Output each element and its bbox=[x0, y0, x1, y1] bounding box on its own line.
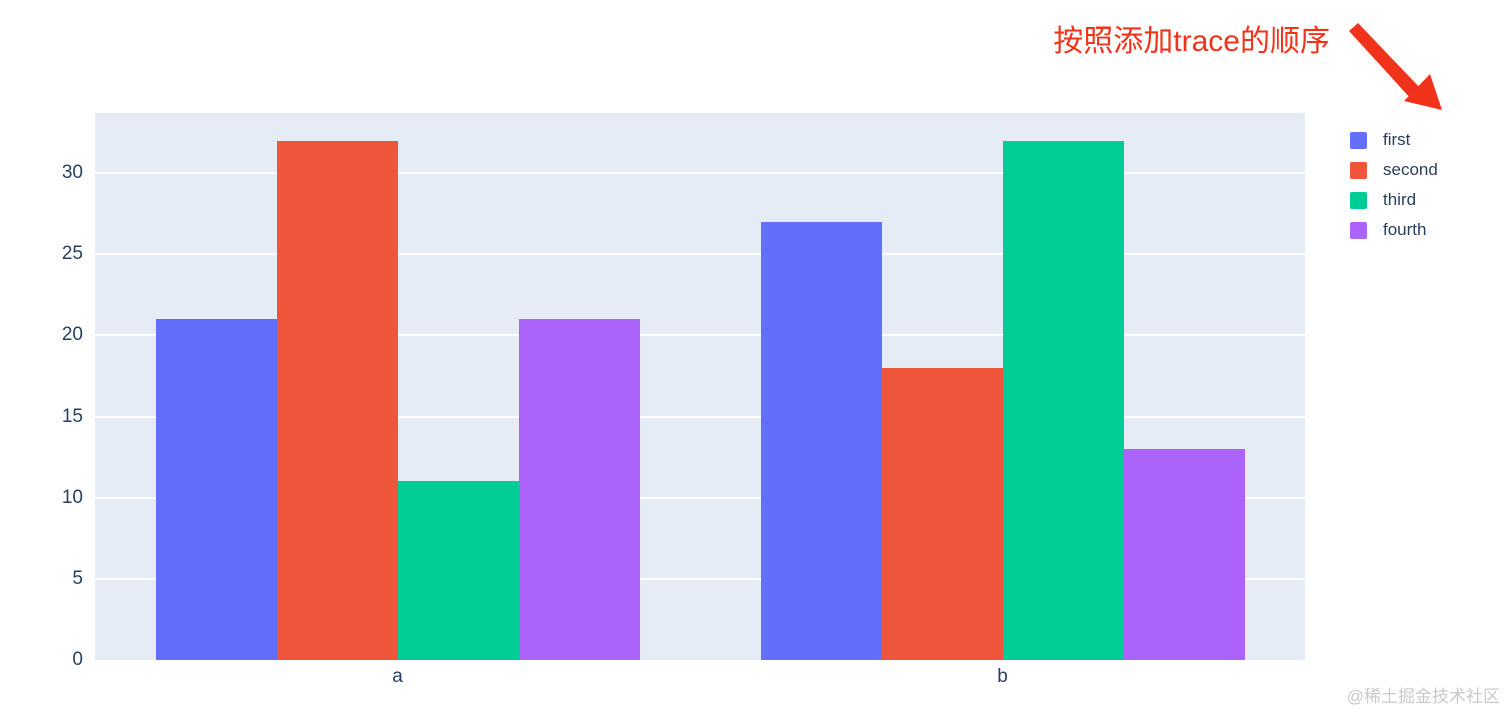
legend-swatch-third bbox=[1350, 191, 1367, 209]
legend: first second third fourth bbox=[1350, 125, 1438, 245]
y-tick-label-20: 20 bbox=[61, 324, 83, 346]
gridline-y-15 bbox=[95, 415, 1305, 418]
y-tick-label-30: 30 bbox=[61, 162, 83, 184]
y-tick-label-15: 15 bbox=[61, 405, 83, 427]
legend-item-first[interactable]: first bbox=[1350, 125, 1438, 155]
bar-third-a[interactable] bbox=[397, 481, 519, 660]
legend-label-second: second bbox=[1383, 160, 1438, 179]
plot-area[interactable] bbox=[95, 113, 1305, 660]
gridline-y-25 bbox=[95, 253, 1305, 256]
legend-label-fourth: fourth bbox=[1383, 220, 1427, 239]
bar-fourth-b[interactable] bbox=[1123, 449, 1245, 660]
gridline-y-10 bbox=[95, 496, 1305, 499]
y-tick-label-10: 10 bbox=[61, 486, 83, 508]
legend-item-third[interactable]: third bbox=[1350, 185, 1438, 215]
y-tick-label-25: 25 bbox=[61, 243, 83, 265]
bar-second-a[interactable] bbox=[276, 140, 398, 660]
bar-second-b[interactable] bbox=[881, 367, 1003, 660]
bar-fourth-a[interactable] bbox=[518, 319, 640, 660]
gridline-y-30 bbox=[95, 172, 1305, 175]
bar-third-b[interactable] bbox=[1002, 140, 1124, 660]
y-tick-label-0: 0 bbox=[72, 649, 83, 670]
legend-swatch-fourth bbox=[1350, 221, 1367, 239]
y-tick-label-5: 5 bbox=[72, 567, 83, 589]
legend-item-second[interactable]: second bbox=[1350, 155, 1438, 185]
legend-label-third: third bbox=[1383, 190, 1417, 209]
annotation-text: 按照添加trace的顺序 bbox=[1053, 25, 1330, 58]
legend-swatch-second bbox=[1350, 161, 1367, 179]
gridline-y-5 bbox=[95, 577, 1305, 580]
legend-swatch-first bbox=[1350, 131, 1367, 149]
legend-label-first: first bbox=[1383, 130, 1411, 149]
gridline-y-20 bbox=[95, 334, 1305, 337]
bar-first-a[interactable] bbox=[155, 319, 277, 660]
legend-item-fourth[interactable]: fourth bbox=[1350, 215, 1438, 245]
bar-first-b[interactable] bbox=[760, 221, 882, 660]
x-tick-label-b: b bbox=[997, 666, 1008, 687]
x-tick-label-a: a bbox=[392, 666, 403, 687]
watermark: @稀土掘金技术社区 bbox=[1346, 687, 1500, 706]
